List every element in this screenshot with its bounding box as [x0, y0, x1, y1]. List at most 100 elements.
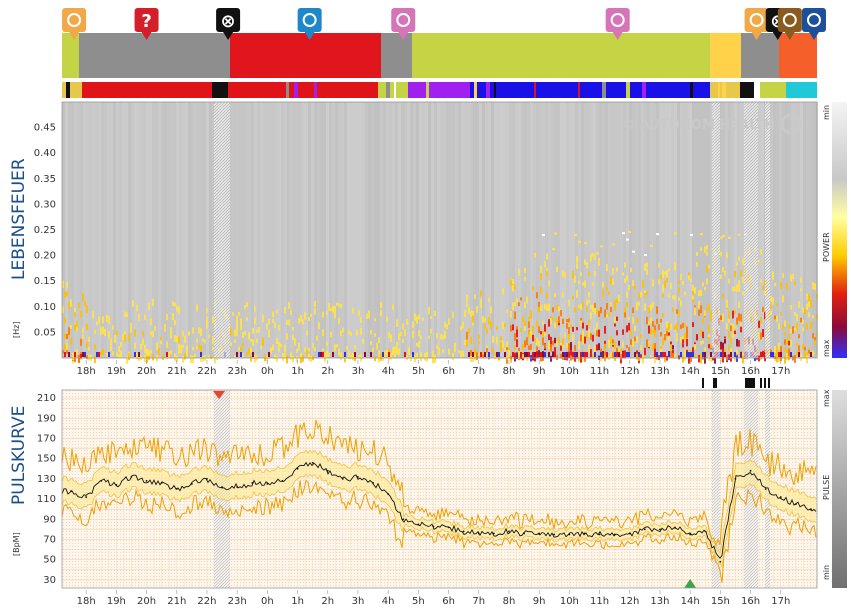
heatmap-cell — [292, 355, 294, 363]
heatmap-cell — [396, 341, 398, 347]
heatmap-cell — [496, 336, 498, 345]
heatmap-cell — [74, 311, 76, 317]
heatmap-cell — [516, 326, 518, 331]
heatmap-column — [380, 102, 383, 358]
heatmap-cell — [144, 354, 146, 363]
heatmap-cell — [82, 327, 84, 334]
x-tick-label: 4h — [382, 366, 395, 377]
heatmap-cell — [582, 336, 584, 345]
heatmap-cell — [488, 352, 490, 357]
state-segment — [228, 82, 378, 98]
heatmap-cell — [332, 352, 334, 357]
heatmap-cell — [506, 355, 508, 360]
heatmap-cell — [596, 330, 598, 337]
heatmap-cell — [694, 342, 696, 346]
heatmap-column — [812, 102, 815, 358]
heatmap-column — [683, 102, 686, 358]
heatmap-cell — [422, 317, 424, 321]
heatmap-cell — [730, 355, 732, 362]
heatmap-column — [776, 102, 779, 358]
activity-segment — [79, 33, 230, 78]
bed-icon[interactable] — [605, 8, 630, 40]
heatmap-cell — [612, 278, 614, 285]
heatmap-column — [191, 102, 194, 358]
heatmap-column — [392, 102, 395, 358]
heatmap-column — [629, 102, 632, 358]
heatmap-column — [179, 102, 182, 358]
heatmap-cell — [610, 336, 612, 345]
heatmap-cell — [612, 346, 614, 351]
heatmap-cell — [668, 323, 670, 330]
heatmap-cell — [554, 293, 556, 298]
heatmap-cell — [644, 263, 646, 271]
heatmap-cell — [574, 352, 576, 357]
heatmap-cell — [562, 338, 564, 345]
keyboard-icon[interactable] — [801, 8, 826, 40]
heatmap-cell — [386, 316, 388, 322]
heatmap-cell — [742, 291, 744, 296]
heatmap-cell — [726, 323, 728, 329]
state-segment — [786, 82, 817, 98]
heatmap-cell — [484, 324, 486, 330]
heatmap-cell — [586, 333, 588, 340]
heatmap-column — [428, 102, 431, 358]
heatmap-cell — [322, 329, 324, 337]
heatmap-column — [338, 102, 341, 358]
heatmap-cell — [304, 314, 306, 320]
heatmap-cell — [244, 304, 246, 310]
heatmap-cell — [190, 355, 192, 363]
state-stripe — [386, 82, 390, 98]
pulse-mean-line — [61, 461, 817, 559]
heatmap-cell — [524, 352, 526, 357]
heatmap-cell — [318, 322, 320, 330]
heatmap-column — [593, 102, 596, 358]
heatmap-cell — [802, 327, 804, 332]
bath-icon[interactable] — [391, 8, 416, 40]
heatmap-cell — [550, 355, 552, 362]
heatmap-cell — [740, 326, 742, 333]
heatmap-cell — [796, 314, 798, 321]
pulse-point — [643, 528, 646, 531]
heatmap-cell — [762, 352, 764, 357]
forbidden-icon[interactable]: ⊗ — [216, 8, 241, 40]
heatmap-cell — [550, 344, 552, 352]
heatmap-column — [446, 102, 449, 358]
svg-text:?: ? — [141, 11, 151, 32]
y-tick-label: 0.30 — [34, 199, 56, 210]
pulse-band — [62, 449, 816, 567]
state-stripe — [754, 82, 758, 98]
heatmap-cell — [402, 338, 404, 343]
heatmap-cell — [632, 317, 634, 324]
heatmap-cell — [372, 347, 374, 353]
heatmap-cell — [414, 313, 416, 321]
x-tick-label: 3h — [352, 366, 365, 377]
heatmap-cell — [76, 324, 78, 331]
heatmap-cell — [690, 355, 692, 363]
heatmap-cell — [108, 331, 110, 339]
heatmap-column — [167, 102, 170, 358]
heatmap-cell — [510, 325, 512, 332]
heatmap-cell — [206, 322, 208, 329]
heatmap-cell — [606, 263, 608, 272]
heatmap-cell — [592, 304, 594, 313]
heatmap-column — [248, 102, 251, 358]
heatmap-cell — [278, 343, 280, 352]
question-icon[interactable]: ? — [134, 8, 159, 40]
pulse-point — [659, 528, 661, 531]
heatmap-cell — [572, 352, 574, 357]
heatmap-cell — [554, 352, 556, 357]
heatmap-cell — [102, 326, 104, 335]
heatmap-cell — [188, 331, 190, 336]
heatmap-cell — [488, 354, 490, 360]
heatmap-cell — [152, 330, 154, 338]
food-icon[interactable] — [62, 8, 87, 40]
heatmap-cell — [470, 336, 472, 345]
heatmap-cell — [636, 336, 638, 343]
food-icon[interactable] — [744, 8, 769, 40]
heatmap-cell — [352, 352, 354, 357]
heatmap-column — [404, 102, 407, 358]
walk-icon[interactable] — [777, 8, 802, 40]
heatmap-column — [113, 102, 116, 358]
heatmap-cell — [62, 280, 64, 289]
meeting-icon[interactable] — [297, 8, 322, 40]
